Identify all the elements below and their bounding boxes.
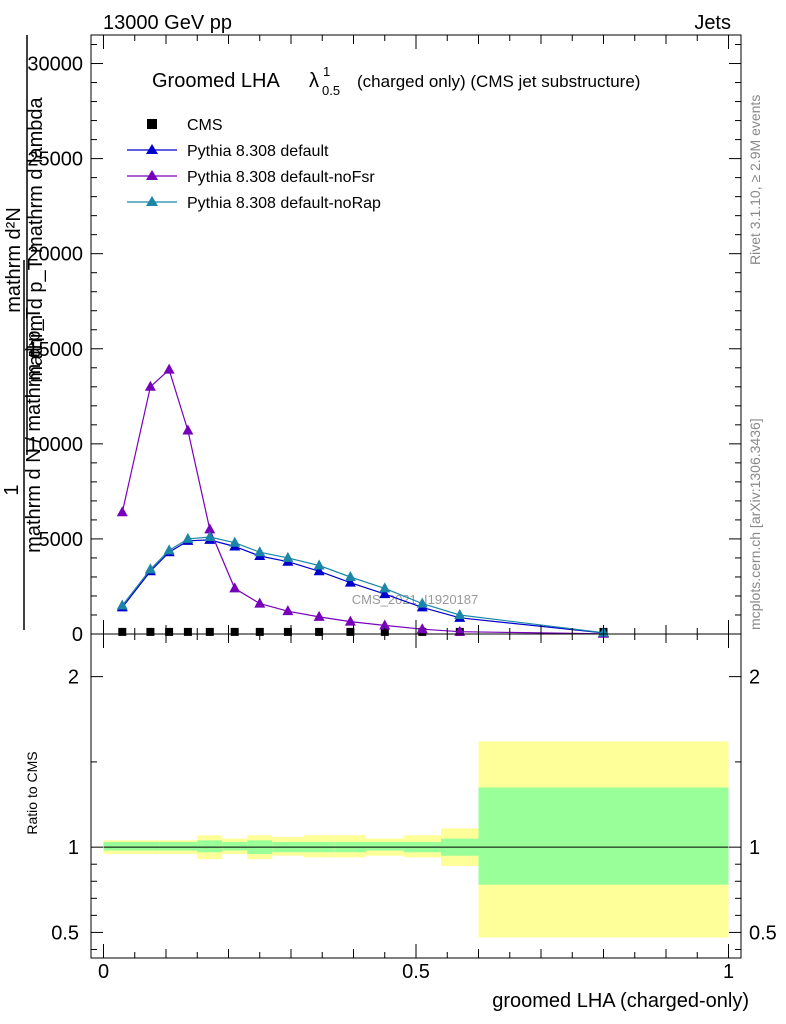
ratio-ytick-label-left: 1 bbox=[68, 837, 79, 859]
legend-label-nofsr: Pythia 8.308 default-noFsr bbox=[187, 169, 375, 186]
title-superscript: 1 bbox=[323, 64, 330, 79]
series-3-point-8 bbox=[313, 559, 325, 570]
cms-point-5 bbox=[230, 627, 239, 636]
ylabel-den2: mathrm d p_T mathrm d lambda bbox=[25, 96, 47, 382]
series-3-point-11 bbox=[416, 597, 428, 608]
series-3-point-9 bbox=[344, 570, 356, 581]
main-ytick-label: 30000 bbox=[27, 54, 83, 76]
series-2-point-6 bbox=[254, 597, 266, 608]
legend-label-norap: Pythia 8.308 default-noRap bbox=[187, 195, 381, 212]
series-line-1 bbox=[121, 539, 604, 634]
ratio-panel: 0.5 0.5 1 1 2 2 0 0.5 1 Ratio to CMS groomed LHA… bbox=[24, 633, 777, 1012]
header-left: 13000 GeV pp bbox=[103, 12, 232, 34]
ylabel-num1: 1 bbox=[1, 484, 23, 495]
ratio-ytick-label-right: 2 bbox=[749, 667, 760, 689]
series-3-point-5 bbox=[229, 536, 241, 547]
cms-point-0 bbox=[118, 627, 127, 636]
cms-point-1 bbox=[146, 627, 155, 636]
title-subscript: 0.5 bbox=[322, 83, 340, 98]
series-line-3 bbox=[121, 536, 604, 634]
title-rest: (charged only) (CMS jet substructure) bbox=[357, 72, 640, 91]
ratio-ytick-label-left: 0.5 bbox=[51, 922, 79, 944]
legend-marker-cms bbox=[147, 119, 157, 129]
series-3-point-1 bbox=[144, 563, 156, 574]
legend-marker-default bbox=[146, 144, 158, 154]
main-ytick-label: 15000 bbox=[27, 339, 83, 361]
main-ylabel: mathrm d²N mathrm d p_T mathrm d lambda … bbox=[1, 35, 47, 630]
series-2-point-0 bbox=[116, 506, 128, 517]
series-2-point-4 bbox=[204, 523, 216, 534]
legend-label-default: Pythia 8.308 default bbox=[187, 143, 329, 160]
series-3-point-2 bbox=[163, 544, 175, 555]
series-3-point-7 bbox=[282, 551, 294, 562]
cms-point-2 bbox=[165, 627, 174, 636]
legend: CMS Pythia 8.308 default Pythia 8.308 de… bbox=[127, 117, 381, 212]
main-ytick-label: 25000 bbox=[27, 149, 83, 171]
main-ytick-label: 20000 bbox=[27, 244, 83, 266]
ratio-axes: 0.5 0.5 1 1 2 2 0 0.5 1 bbox=[51, 634, 777, 983]
cms-point-3 bbox=[183, 627, 192, 636]
ratio-stat-band-4 bbox=[197, 840, 223, 853]
series-2-point-8 bbox=[313, 610, 325, 621]
cms-point-7 bbox=[283, 627, 292, 636]
rivet-label: Rivet 3.1.10, ≥ 2.9M events bbox=[747, 95, 763, 265]
series-2-point-12 bbox=[454, 625, 466, 636]
cms-point-9 bbox=[346, 627, 355, 636]
main-ytick-label: 0 bbox=[72, 624, 83, 646]
series-1-point-8 bbox=[313, 565, 325, 576]
series-2-point-11 bbox=[416, 623, 428, 634]
ylabel-den1: mathrm d N / mathrm d p_T bbox=[23, 307, 45, 553]
series-2-point-3 bbox=[182, 424, 194, 435]
series-3-point-6 bbox=[254, 546, 266, 557]
ratio-stat-band-13 bbox=[478, 787, 729, 885]
series-2-point-7 bbox=[282, 605, 294, 616]
series-2-point-10 bbox=[379, 619, 391, 630]
cms-point-8 bbox=[315, 627, 324, 636]
cms-point-4 bbox=[205, 627, 214, 636]
title-main: Groomed LHA bbox=[152, 70, 280, 92]
ratio-stat-band-5 bbox=[222, 842, 248, 851]
ratio-ytick-label-right: 1 bbox=[749, 837, 760, 859]
series-1-point-9 bbox=[344, 576, 356, 587]
header-right: Jets bbox=[694, 12, 731, 34]
ratio-stat-band-0 bbox=[103, 842, 141, 851]
legend-label-cms: CMS bbox=[187, 117, 223, 134]
legend-marker-norap bbox=[146, 196, 158, 206]
ylabel-num2: mathrm d²N bbox=[3, 207, 25, 313]
ratio-ytick-label-left: 2 bbox=[68, 667, 79, 689]
title-lambda: λ bbox=[309, 70, 319, 92]
ratio-xtick-label: 0 bbox=[98, 961, 109, 983]
main-ytick-label: 10000 bbox=[27, 434, 83, 456]
series-3-point-0 bbox=[116, 599, 128, 610]
main-panel: CMS_2021_I1920187 0500010000150002000025… bbox=[1, 34, 742, 646]
ratio-bands bbox=[103, 741, 729, 938]
ratio-ylabel: Ratio to CMS bbox=[24, 751, 40, 834]
series-2-point-2 bbox=[163, 363, 175, 374]
ratio-stat-band-3 bbox=[178, 842, 198, 851]
legend-marker-nofsr bbox=[146, 170, 158, 180]
series-3-point-4 bbox=[204, 531, 216, 542]
plot-title: Groomed LHA λ 1 0.5 (charged only) (CMS … bbox=[152, 64, 640, 98]
main-ytick-label: 5000 bbox=[39, 529, 84, 551]
series-2-point-9 bbox=[344, 615, 356, 626]
mcplots-label: mcplots.cern.ch [arXiv:1306.3436] bbox=[747, 418, 763, 630]
series-3-point-12 bbox=[454, 608, 466, 619]
series-3-point-3 bbox=[182, 532, 194, 543]
ratio-xtick-label: 1 bbox=[723, 961, 734, 983]
series-2-point-5 bbox=[229, 582, 241, 593]
ratio-ytick-label-right: 0.5 bbox=[749, 922, 777, 944]
ratio-xlabel: groomed LHA (charged-only) bbox=[492, 990, 749, 1012]
ratio-xtick-label: 0.5 bbox=[402, 961, 430, 983]
ratio-stat-band-10 bbox=[366, 842, 404, 851]
ratio-stat-band-2 bbox=[159, 842, 179, 851]
series-2-point-1 bbox=[144, 380, 156, 391]
main-axes: 0 5000 10000 15000 20000 25000 30000 bbox=[27, 35, 741, 646]
ratio-stat-band-1 bbox=[141, 842, 160, 851]
series-3-point-10 bbox=[379, 582, 391, 593]
series-1-point-10 bbox=[379, 588, 391, 599]
